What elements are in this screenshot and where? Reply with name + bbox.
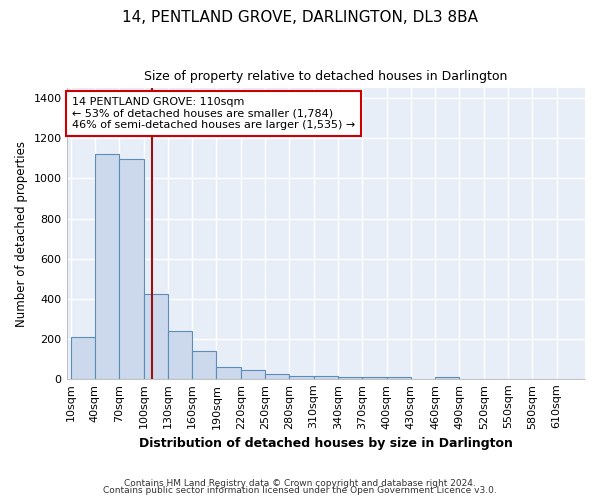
Bar: [314, 376, 338, 379]
Bar: [71, 336, 95, 379]
Text: 14 PENTLAND GROVE: 110sqm
← 53% of detached houses are smaller (1,784)
46% of se: 14 PENTLAND GROVE: 110sqm ← 53% of detac…: [72, 97, 355, 130]
Y-axis label: Number of detached properties: Number of detached properties: [15, 140, 28, 326]
Bar: [95, 154, 119, 379]
Bar: [168, 330, 192, 379]
Bar: [435, 378, 460, 379]
X-axis label: Distribution of detached houses by size in Darlington: Distribution of detached houses by size …: [139, 437, 513, 450]
Text: Contains public sector information licensed under the Open Government Licence v3: Contains public sector information licen…: [103, 486, 497, 495]
Text: Contains HM Land Registry data © Crown copyright and database right 2024.: Contains HM Land Registry data © Crown c…: [124, 478, 476, 488]
Bar: [119, 160, 143, 379]
Bar: [289, 376, 314, 379]
Bar: [386, 377, 411, 379]
Bar: [143, 294, 168, 379]
Bar: [362, 377, 386, 379]
Bar: [217, 367, 241, 379]
Bar: [265, 374, 289, 379]
Bar: [192, 351, 217, 379]
Bar: [241, 370, 265, 379]
Text: 14, PENTLAND GROVE, DARLINGTON, DL3 8BA: 14, PENTLAND GROVE, DARLINGTON, DL3 8BA: [122, 10, 478, 25]
Bar: [338, 377, 362, 379]
Title: Size of property relative to detached houses in Darlington: Size of property relative to detached ho…: [144, 70, 508, 83]
